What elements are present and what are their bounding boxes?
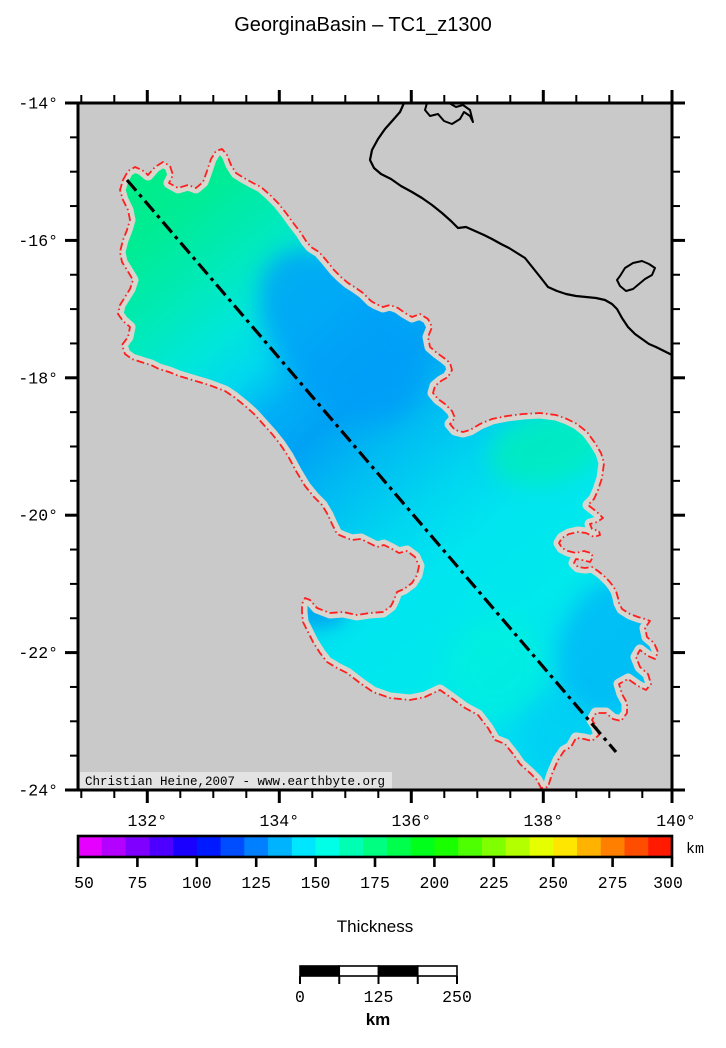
colorbar-cell bbox=[553, 836, 578, 857]
colorbar-cell bbox=[600, 836, 626, 857]
y-axis-tick-label: -22° bbox=[18, 644, 58, 663]
y-axis-tick-label: -24° bbox=[18, 782, 58, 801]
y-axis-tick-label: -14° bbox=[18, 95, 58, 114]
colorbar-tick-label: 150 bbox=[301, 874, 331, 893]
colorbar-tick-label: 300 bbox=[653, 874, 683, 893]
colorbar-tick-label: 50 bbox=[74, 874, 94, 893]
axis-ticks bbox=[65, 90, 685, 803]
axis-tick-labels: 132° 134° 136° 138° 140° -14° -16° -18° -20° -22°… bbox=[18, 95, 695, 832]
y-axis-tick-label: -16° bbox=[18, 232, 58, 251]
colorbar-tick-label: 250 bbox=[538, 874, 568, 893]
scalebar-segment bbox=[377, 965, 419, 977]
colorbar-cell bbox=[529, 836, 554, 857]
attribution-box bbox=[80, 772, 392, 789]
scalebar-unit: km bbox=[366, 1010, 391, 1029]
figure-title: GeorginaBasin – TC1_z1300 bbox=[234, 14, 492, 36]
scalebar bbox=[299, 965, 458, 984]
colorbar-cell bbox=[481, 836, 507, 857]
scalebar-segment bbox=[299, 965, 341, 977]
colorbar-tick-label: 275 bbox=[598, 874, 628, 893]
colorbar-cell bbox=[339, 836, 364, 857]
colorbar-cell bbox=[576, 836, 602, 857]
colorbar-unit: km bbox=[686, 841, 704, 858]
colorbar-cell bbox=[291, 836, 317, 857]
scalebar-tick-label: 250 bbox=[442, 988, 472, 1007]
colorbar-tick-label: 200 bbox=[420, 874, 450, 893]
scalebar-segment bbox=[416, 965, 458, 977]
colorbar-cell bbox=[458, 836, 483, 857]
y-axis-tick-label: -20° bbox=[18, 507, 58, 526]
colorbar-cell bbox=[505, 836, 531, 857]
colorbar-cell bbox=[386, 836, 412, 857]
transect-line bbox=[125, 178, 618, 754]
scalebar-labels: 0 125 250 bbox=[295, 988, 472, 1007]
colorbar-cell bbox=[78, 836, 103, 857]
colorbar-tick-label: 75 bbox=[127, 874, 147, 893]
colorbar-cell bbox=[244, 836, 269, 857]
colorbar-ticks bbox=[76, 857, 674, 867]
x-axis-tick-label: 134° bbox=[259, 812, 299, 831]
colorbar-cell bbox=[363, 836, 388, 857]
x-axis-tick-label: 138° bbox=[523, 812, 563, 831]
x-axis-tick-label: 132° bbox=[127, 812, 167, 831]
colorbar-cell bbox=[101, 836, 127, 857]
colorbar-cell bbox=[410, 836, 435, 857]
colorbar-cell bbox=[149, 836, 174, 857]
island-outline bbox=[616, 260, 656, 292]
coastline bbox=[368, 103, 672, 356]
colorbar-tick-label: 125 bbox=[241, 874, 271, 893]
colorbar-cell bbox=[173, 836, 198, 857]
colorbar-cell bbox=[196, 836, 222, 857]
x-axis-tick-label: 140° bbox=[656, 812, 696, 831]
colorbar-tick-label: 175 bbox=[360, 874, 390, 893]
colorbar-cell bbox=[624, 836, 649, 857]
colorbar-tick-labels: 50 75 100 125 150 175 200 225 250 275 300 bbox=[74, 874, 683, 893]
colorbar-label: Thickness bbox=[337, 917, 414, 936]
y-axis-tick-label: -18° bbox=[18, 369, 58, 388]
map-area: Christian Heine,2007 - www.earthbyte.org bbox=[78, 103, 672, 790]
colorbar-cell bbox=[315, 836, 340, 857]
colorbar-cell bbox=[125, 836, 150, 857]
scalebar-tick-label: 0 bbox=[295, 988, 305, 1007]
colorbar-tick-label: 225 bbox=[479, 874, 509, 893]
colorbar-cells bbox=[78, 836, 673, 857]
coastline-inlet bbox=[424, 103, 474, 125]
x-axis-tick-label: 136° bbox=[391, 812, 431, 831]
colorbar-tick-label: 100 bbox=[182, 874, 212, 893]
attribution-text: Christian Heine,2007 - www.earthbyte.org bbox=[85, 775, 385, 789]
scalebar-tick-label: 125 bbox=[364, 988, 394, 1007]
colorbar-cell bbox=[434, 836, 459, 857]
scalebar-segment bbox=[338, 965, 380, 977]
colorbar-cell bbox=[648, 836, 673, 857]
colorbar-cell bbox=[220, 836, 245, 857]
colorbar-cell bbox=[268, 836, 293, 857]
